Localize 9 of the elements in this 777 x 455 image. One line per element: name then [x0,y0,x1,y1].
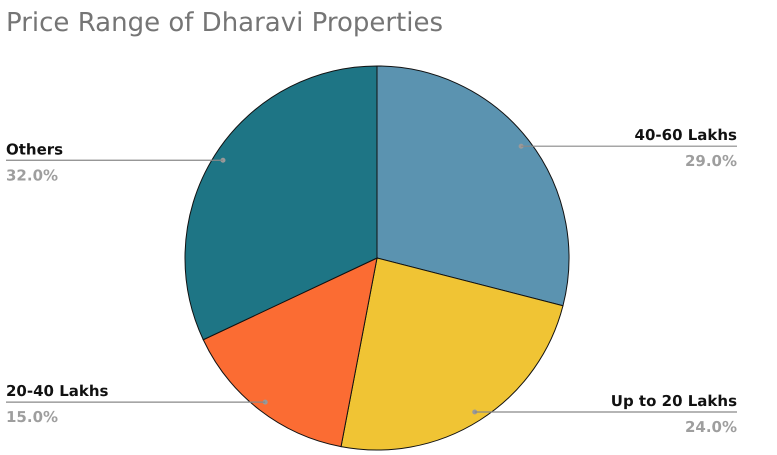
slice-label: 20-40 Lakhs [6,382,109,400]
data-label: 29.0% [684,152,737,170]
data-label: 24.0% [684,418,737,436]
chart-title: Price Range of Dharavi Properties [6,8,444,38]
slice-label: Others [6,140,64,158]
slice-label: Up to 20 Lakhs [610,392,738,410]
data-label: 32.0% [6,166,58,184]
data-label: 15.0% [6,408,58,426]
slice-label: 40-60 Lakhs [634,126,738,144]
